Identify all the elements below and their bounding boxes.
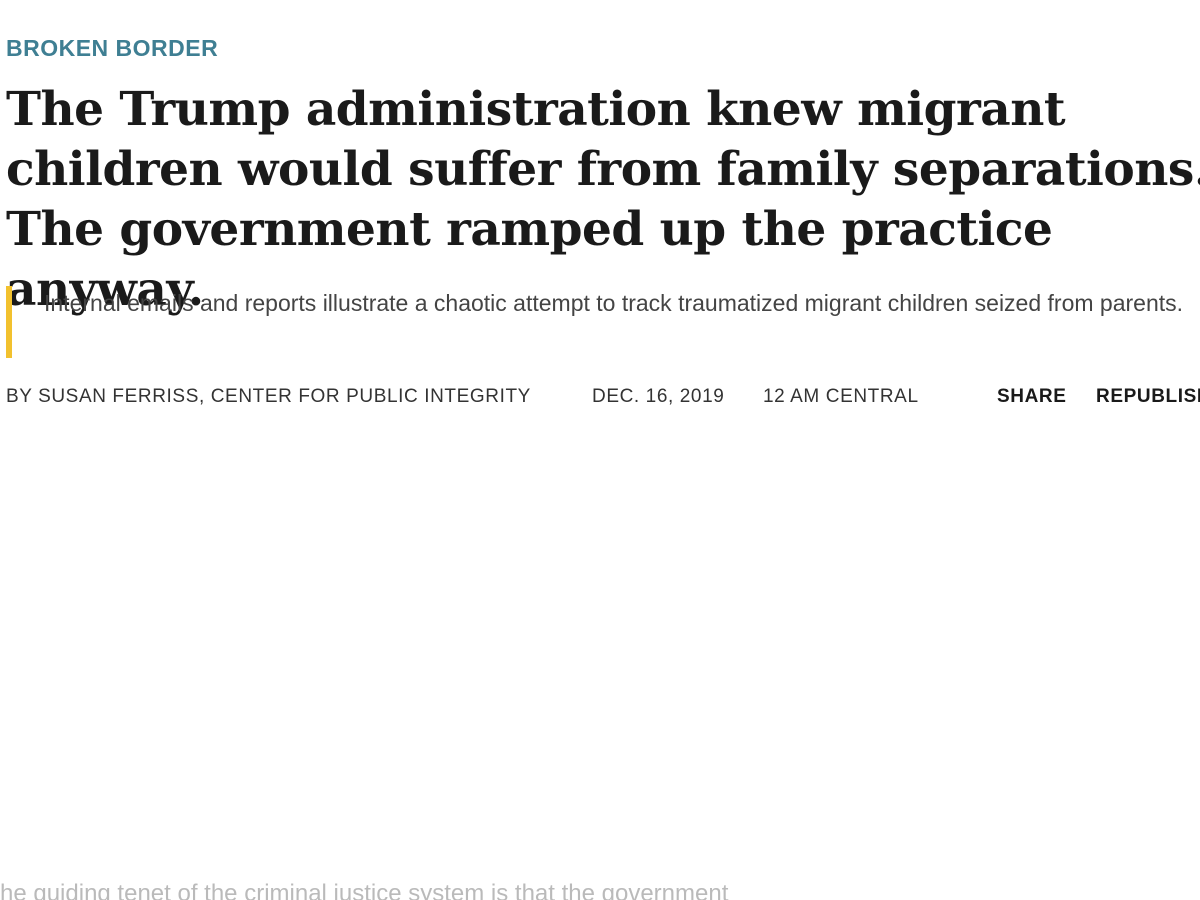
section-kicker[interactable]: BROKEN BORDER [6, 35, 219, 61]
article-headline: The Trump administration knew migrant ch… [6, 82, 1200, 317]
republish-button[interactable]: REPUBLISH [1096, 386, 1200, 407]
dek-text: Internal emails and reports illustrate a… [44, 290, 1184, 316]
byline: BY SUSAN FERRISS, CENTER FOR PUBLIC INTE… [6, 386, 531, 407]
byline-row: BY SUSAN FERRISS, CENTER FOR PUBLIC INTE… [6, 386, 1200, 410]
publish-time: 12 AM CENTRAL [763, 386, 919, 407]
share-button[interactable]: SHARE [997, 386, 1067, 407]
article-dek: Internal emails and reports illustrate a… [6, 286, 1200, 358]
publish-date: DEC. 16, 2019 [592, 386, 725, 407]
article-body-first-line: he guiding tenet of the criminal justice… [0, 880, 729, 900]
